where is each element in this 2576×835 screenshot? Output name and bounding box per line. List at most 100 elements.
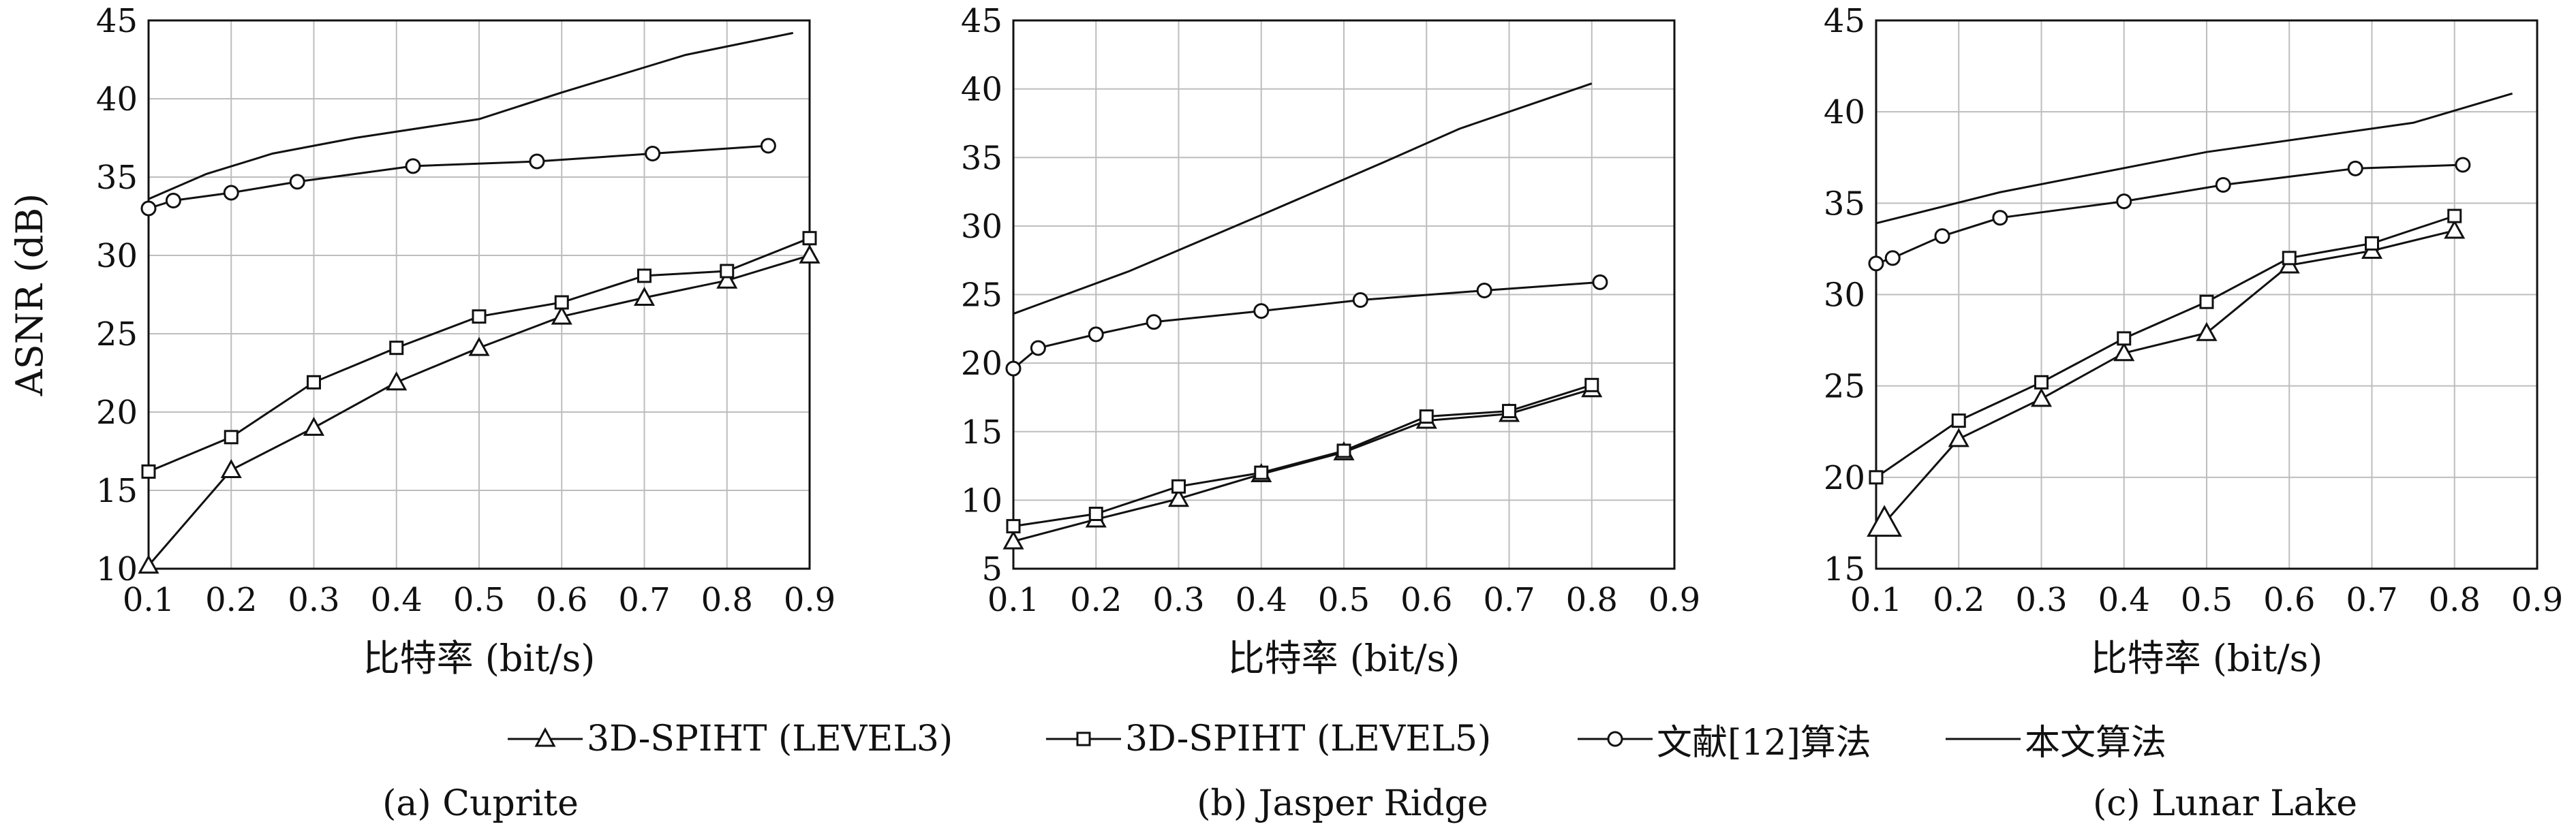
data-point-level3 [220, 459, 242, 478]
data-point-level5 [802, 231, 817, 246]
data-point-ref12 [2116, 193, 2132, 210]
data-point-ref12 [2455, 157, 2471, 173]
y-tick-label: 35 [1824, 185, 1865, 223]
data-point-level3 [138, 554, 159, 574]
y-tick-label: 45 [961, 2, 1002, 40]
plot-frame [1012, 19, 1676, 570]
data-point-ref12 [645, 146, 661, 161]
data-point-ref12 [140, 200, 157, 217]
y-tick-label: 20 [1824, 459, 1865, 497]
data-point-level3 [2444, 219, 2466, 239]
series-line-ref12 [148, 144, 769, 210]
chart-panel-1: 0.1 0.2 0.3 0.4 0.5 0.6 0.7 0.8 0.9 10 15 20 25 30 35 4… [8, 2, 835, 680]
x-axis-label: 比特率 (bit/s) [363, 637, 596, 680]
y-tick-label: 15 [961, 413, 1002, 452]
data-point-level5 [637, 268, 651, 283]
y-tick-label: 25 [961, 277, 1002, 315]
data-point-level5 [1502, 404, 1516, 419]
series-line-ref12 [1875, 163, 2463, 265]
x-axis-label: 比特率 (bit/s) [1228, 637, 1460, 680]
legend-item-level3: 3D-SPIHT (LEVEL3) [508, 708, 953, 770]
plot-frame [147, 19, 811, 570]
x-tick-label: 0.6 [536, 581, 587, 619]
x-tick-label: 0.4 [2098, 581, 2150, 619]
square-marker-icon [1046, 731, 1121, 746]
data-point-level5 [1006, 519, 1021, 534]
x-tick-label: 0.7 [1483, 581, 1535, 619]
x-tick-label: 0.2 [1070, 581, 1122, 619]
data-point-level5 [1951, 413, 1966, 428]
series-line-level3 [1013, 388, 1593, 543]
data-point-ref12 [1146, 314, 1162, 330]
y-axis-label: ASNR (dB) [8, 193, 51, 396]
data-point-level3 [2030, 388, 2053, 407]
x-tick-label: 0.2 [205, 581, 257, 619]
legend: 3D-SPIHT (LEVEL3) 3D-SPIHT (LEVEL5) 文献[1… [0, 708, 2576, 770]
x-tick-label: 0.8 [701, 581, 753, 619]
data-point-level3 [1002, 530, 1024, 550]
series-line-level3 [1884, 230, 2455, 524]
x-tick-label: 0.9 [784, 581, 835, 619]
x-tick-label: 0.9 [1649, 581, 1700, 619]
x-tick-label: 0.4 [371, 581, 423, 619]
chart-panel-3: 0.1 0.2 0.3 0.4 0.5 0.6 0.7 0.8 0.9 15 20 25 30 35 40 4… [1824, 2, 2563, 680]
data-point-level3 [303, 416, 325, 436]
data-point-level3 [1948, 428, 1969, 447]
data-point-level3 [1167, 488, 1190, 507]
x-tick-label: 0.2 [1933, 581, 1984, 619]
data-point-level5 [472, 309, 487, 324]
data-point-ref12 [1253, 303, 1270, 319]
legend-item-ref12: 文献[12]算法 [1578, 708, 1871, 770]
data-point-level5 [1869, 470, 1884, 485]
series-line-level5 [1013, 383, 1593, 528]
x-tick-label: 0.5 [1318, 581, 1370, 619]
x-tick-label: 0.3 [1152, 581, 1204, 619]
data-point-level3 [1867, 505, 1903, 537]
data-point-level3 [799, 244, 821, 264]
data-point-level5 [2034, 375, 2049, 390]
data-point-level3 [2196, 321, 2218, 341]
x-tick-label: 0.3 [2015, 581, 2067, 619]
x-tick-label: 0.1 [1850, 581, 1902, 619]
x-tick-label: 0.5 [453, 581, 505, 619]
series-line-proposed [148, 31, 794, 200]
x-tick-label: 0.6 [1400, 581, 1452, 619]
data-point-ref12 [529, 153, 545, 170]
data-point-ref12 [1992, 210, 2008, 226]
data-point-level5 [1088, 507, 1103, 521]
y-tick-label: 25 [1824, 368, 1865, 406]
data-point-ref12 [760, 138, 776, 154]
data-point-level5 [720, 264, 735, 279]
chart-panel-2: 0.1 0.2 0.3 0.4 0.5 0.6 0.7 0.8 0.9 5 10 15 20 25 30 35… [961, 2, 1700, 680]
plain-line-icon [1946, 738, 2021, 740]
series-line-ref12 [1013, 281, 1600, 370]
y-tick-label: 20 [961, 345, 1002, 383]
y-tick-label: 45 [96, 2, 138, 40]
y-tick-label: 35 [96, 159, 138, 197]
series-line-proposed [1875, 92, 2513, 225]
triangle-marker-icon [508, 727, 583, 747]
data-point-level5 [2447, 208, 2462, 223]
y-tick-label: 35 [961, 139, 1002, 177]
x-tick-label: 0.9 [2511, 581, 2563, 619]
data-point-ref12 [289, 174, 305, 190]
circle-marker-icon [1578, 731, 1653, 747]
y-tick-label: 25 [96, 315, 138, 353]
data-point-ref12 [223, 185, 239, 201]
data-point-level5 [1419, 409, 1434, 424]
x-tick-label: 0.7 [2346, 581, 2397, 619]
data-point-level3 [551, 305, 572, 325]
legend-label-ref12: 文献[12]算法 [1657, 722, 1871, 763]
data-point-level5 [389, 341, 404, 356]
y-tick-label: 15 [96, 472, 138, 510]
data-point-level5 [2199, 294, 2214, 309]
data-point-ref12 [1352, 292, 1368, 309]
y-tick-label: 30 [1824, 277, 1865, 315]
y-tick-label: 10 [96, 550, 138, 588]
y-tick-label: 45 [1824, 2, 1865, 40]
legend-label-level5: 3D-SPIHT (LEVEL5) [1125, 719, 1492, 759]
data-point-ref12 [405, 158, 421, 174]
data-point-ref12 [165, 193, 181, 208]
data-point-level3 [633, 287, 656, 306]
